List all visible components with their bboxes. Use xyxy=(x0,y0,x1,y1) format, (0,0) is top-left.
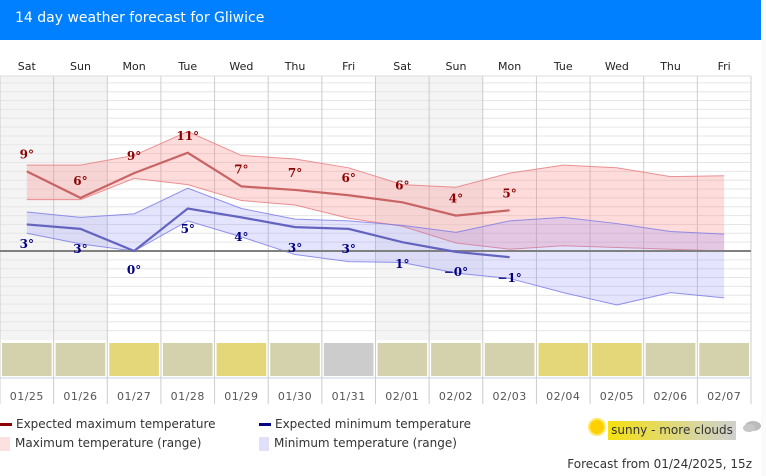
scrollbar-track[interactable] xyxy=(761,0,766,476)
day-label: Mon xyxy=(498,60,521,73)
max-temp-label: 4° xyxy=(449,192,463,206)
max-range-band-lower xyxy=(26,177,725,252)
min-temp-label: 0° xyxy=(127,263,141,277)
weather-condition-tile: sunny xyxy=(216,343,267,376)
min-temp-label: 4° xyxy=(234,230,248,244)
legend-max-expected-label: Expected maximum temperature xyxy=(16,417,216,431)
day-label: Wed xyxy=(605,60,629,73)
date-label: 02/03 xyxy=(493,390,527,403)
day-label: Sat xyxy=(18,60,37,73)
weekend-shade xyxy=(429,76,483,340)
cloud-icon xyxy=(743,421,761,432)
date-label: 01/25 xyxy=(10,390,44,403)
page-title: 14 day weather forecast for Gliwice xyxy=(15,10,265,26)
legend-min-expected: Expected minimum temperature xyxy=(259,417,471,431)
date-label: 02/04 xyxy=(546,390,580,403)
max-temp-label: 5° xyxy=(502,186,516,200)
max-temp-label: 6° xyxy=(395,178,409,192)
date-label: 01/27 xyxy=(117,390,151,403)
weather-condition-tile: sunny - more clouds xyxy=(699,343,749,376)
day-label: Thu xyxy=(284,60,306,73)
legend-max-expected: Expected maximum temperature xyxy=(0,417,216,431)
min-temp-label: 3° xyxy=(73,242,87,256)
legend-max-range-label: Maximum temperature (range) xyxy=(15,436,202,450)
date-label: 02/02 xyxy=(439,390,473,403)
day-label: Tue xyxy=(553,60,573,73)
min-range-band xyxy=(26,188,725,305)
weather-condition-tile: sunny - more clouds xyxy=(484,343,535,376)
date-label: 02/01 xyxy=(385,390,419,403)
weather-condition-tile: sunny - more clouds xyxy=(377,343,428,376)
date-label: 01/29 xyxy=(224,390,258,403)
min-temp-label: −0° xyxy=(444,265,468,279)
date-label: 01/31 xyxy=(332,390,366,403)
weather-condition-tile: sunny xyxy=(538,343,589,376)
min-temp-label: 3° xyxy=(341,242,355,256)
max-temp-label: 7° xyxy=(288,166,302,180)
day-label: Tue xyxy=(177,60,197,73)
max-range-swatch xyxy=(0,436,10,451)
max-temp-label: 9° xyxy=(20,147,34,161)
day-label: Fri xyxy=(718,60,731,73)
max-temp-label: 9° xyxy=(127,149,141,163)
weekend-shade xyxy=(53,76,108,340)
title-bar: 14 day weather forecast for Gliwice xyxy=(0,0,761,40)
weather-condition-tile: sunny - more clouds xyxy=(55,343,106,376)
max-temp-label: 11° xyxy=(176,129,199,143)
min-range-swatch xyxy=(259,436,269,451)
weather-condition-tile: sunny - more clouds xyxy=(270,343,320,376)
weather-condition-tile: sunny - more clouds xyxy=(645,343,696,376)
min-temp-label: 3° xyxy=(20,237,34,251)
legend-min-expected-label: Expected minimum temperature xyxy=(275,417,471,431)
date-label: 01/26 xyxy=(63,390,97,403)
min-temp-label: −1° xyxy=(497,271,521,285)
sun-icon xyxy=(590,420,604,434)
weather-condition-tile: sunny - more clouds xyxy=(431,343,481,376)
legend-max-range: Maximum temperature (range) xyxy=(0,436,201,451)
day-label: Sat xyxy=(393,60,412,73)
weather-condition-tile: sunny - more clouds xyxy=(162,343,213,376)
day-label: Wed xyxy=(229,60,253,73)
weather-condition-tile: cloudy xyxy=(323,343,374,376)
min-range-band-upper xyxy=(26,187,725,235)
forecast-timestamp: Forecast from 01/24/2025, 15z xyxy=(567,457,752,471)
max-temp-label: 7° xyxy=(234,162,248,176)
condition-badge: sunny - more clouds xyxy=(608,421,736,440)
max-temp-label: 6° xyxy=(73,174,87,188)
min-temp-line xyxy=(26,207,510,259)
min-temp-label: 5° xyxy=(181,222,195,236)
day-label: Sun xyxy=(445,60,466,73)
date-label: 02/06 xyxy=(653,390,687,403)
weekend-shade xyxy=(0,76,54,340)
max-temp-label: 6° xyxy=(341,171,355,185)
date-label: 01/30 xyxy=(278,390,312,403)
condition-legend: sunny - more clouds xyxy=(580,420,765,444)
min-range-band-lower xyxy=(26,220,725,306)
weather-condition-tile: sunny xyxy=(109,343,159,376)
min-temp-label: 3° xyxy=(288,241,302,255)
date-label: 02/05 xyxy=(600,390,634,403)
day-label: Thu xyxy=(659,60,681,73)
date-label: 01/28 xyxy=(171,390,205,403)
weather-condition-tile: sunny - more clouds xyxy=(2,343,52,376)
min-temp-label: 1° xyxy=(395,257,409,271)
date-label: 02/07 xyxy=(707,390,741,403)
legend-min-range-label: Minimum temperature (range) xyxy=(274,436,457,450)
weather-condition-tile: sunny xyxy=(592,343,642,376)
day-label: Mon xyxy=(123,60,146,73)
day-label: Fri xyxy=(342,60,355,73)
max-temp-line xyxy=(26,151,510,217)
min-line-swatch xyxy=(259,423,271,426)
legend-min-range: Minimum temperature (range) xyxy=(259,436,457,451)
max-line-swatch xyxy=(0,423,12,426)
forecast-chart: 9° 6° 9° 11° 7° 7° 6° 6° 4° 5° 3° 3° 0° 5° 4° 3° 3° 1° −0°… xyxy=(0,60,752,404)
weekend-shade xyxy=(375,76,430,340)
day-label: Sun xyxy=(70,60,91,73)
max-range-band-upper xyxy=(26,130,725,188)
